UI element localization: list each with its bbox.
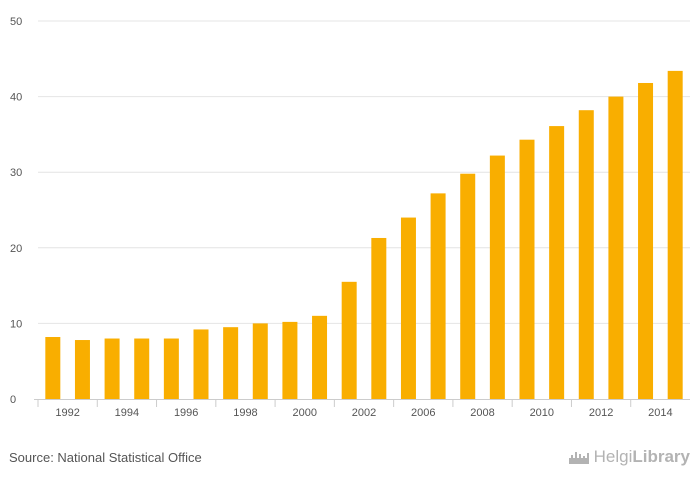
bar-chart: 0 10 20 30 40 50 1992 1994 1996 1998 2000 2002 2006… bbox=[10, 16, 690, 419]
y-tick-label: 50 bbox=[10, 16, 22, 28]
bar-2002 bbox=[341, 281, 357, 399]
bar-2003 bbox=[371, 237, 387, 399]
bar-1999 bbox=[252, 323, 268, 399]
x-tick-label: 1996 bbox=[174, 407, 198, 419]
x-tick-label: 2014 bbox=[648, 407, 672, 419]
y-tick-label: 0 bbox=[10, 394, 16, 406]
x-tick-label: 2010 bbox=[530, 407, 554, 419]
bar-1997 bbox=[193, 329, 209, 399]
city-skyline-icon bbox=[568, 452, 589, 464]
bar-2007 bbox=[489, 155, 505, 399]
y-tick-label: 10 bbox=[10, 318, 22, 330]
bar-2011 bbox=[608, 96, 624, 399]
bar-2009 bbox=[549, 126, 565, 400]
bar-2008 bbox=[519, 139, 535, 399]
bar-1996 bbox=[163, 338, 179, 399]
y-tick-label: 40 bbox=[10, 92, 22, 104]
x-tick-label: 1998 bbox=[233, 407, 257, 419]
bars bbox=[45, 70, 683, 400]
bar-1995 bbox=[134, 338, 150, 399]
x-tick-label: 2002 bbox=[352, 407, 376, 419]
logo-library-text: Library bbox=[632, 447, 690, 466]
x-tick-label: 2012 bbox=[589, 407, 613, 419]
x-tick-label: 2006 bbox=[411, 407, 435, 419]
bar-1998 bbox=[223, 327, 239, 399]
bar-1994 bbox=[104, 338, 120, 399]
bar-2005 bbox=[430, 193, 446, 399]
bar-2012 bbox=[638, 82, 654, 399]
bar-2004 bbox=[400, 217, 416, 399]
y-tick-label: 20 bbox=[10, 243, 22, 255]
bar-2013 bbox=[667, 70, 683, 400]
bar-2006 bbox=[460, 173, 476, 399]
bar-2010 bbox=[578, 110, 594, 399]
source-note: Source: National Statistical Office bbox=[9, 450, 202, 465]
bar-2001 bbox=[312, 315, 328, 399]
x-tick-label: 1992 bbox=[55, 407, 79, 419]
y-tick-label: 30 bbox=[10, 167, 22, 179]
y-axis-ticks: 0 10 20 30 40 50 bbox=[10, 16, 22, 406]
bar-2000 bbox=[282, 321, 298, 399]
x-tick-label: 2008 bbox=[470, 407, 494, 419]
x-tick-label: 1994 bbox=[115, 407, 139, 419]
helgi-library-logo: Helgi Library bbox=[568, 447, 690, 467]
bar-1993 bbox=[74, 340, 90, 399]
logo-helgi-text: Helgi bbox=[593, 447, 633, 466]
bar-1992 bbox=[45, 337, 61, 399]
x-axis-ticks: 1992 1994 1996 1998 2000 2002 2006 2008 2010 2012… bbox=[37, 399, 673, 419]
x-tick-label: 2000 bbox=[292, 407, 316, 419]
